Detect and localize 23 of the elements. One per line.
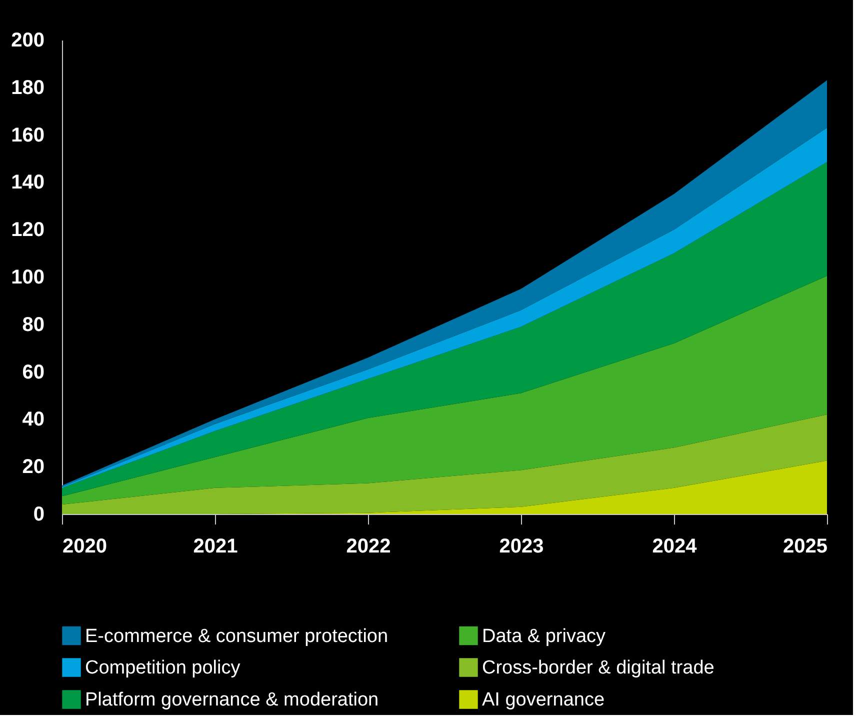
y-tick-label: 120 [11, 219, 44, 242]
x-tick-label: 2022 [346, 536, 391, 558]
y-tick-label: 140 [11, 172, 44, 194]
y-tick-label: 40 [22, 408, 44, 431]
x-tick-label: 2024 [652, 536, 698, 558]
legend-label: E-commerce & consumer protection [85, 626, 388, 647]
legend-label: Competition policy [85, 658, 241, 678]
y-tick-label: 160 [11, 124, 44, 146]
y-tick-label: 180 [11, 76, 44, 99]
y-tick-label: 20 [22, 456, 44, 478]
legend-label: Platform governance & moderation [85, 690, 379, 710]
y-tick-label: 0 [33, 504, 44, 526]
legend-label: Cross-border & digital trade [482, 658, 714, 678]
x-tick-label: 2025 [783, 536, 828, 558]
legend-label: Data & privacy [482, 626, 606, 647]
y-tick-label: 200 [11, 30, 44, 52]
x-tick-label: 2021 [193, 536, 238, 558]
x-tick-label: 2023 [499, 536, 544, 558]
x-tick-label: 2020 [62, 536, 107, 558]
y-tick-label: 100 [11, 266, 44, 288]
y-tick-label: 60 [22, 361, 44, 384]
legend-label: AI governance [482, 690, 605, 710]
y-tick-label: 80 [22, 314, 44, 336]
